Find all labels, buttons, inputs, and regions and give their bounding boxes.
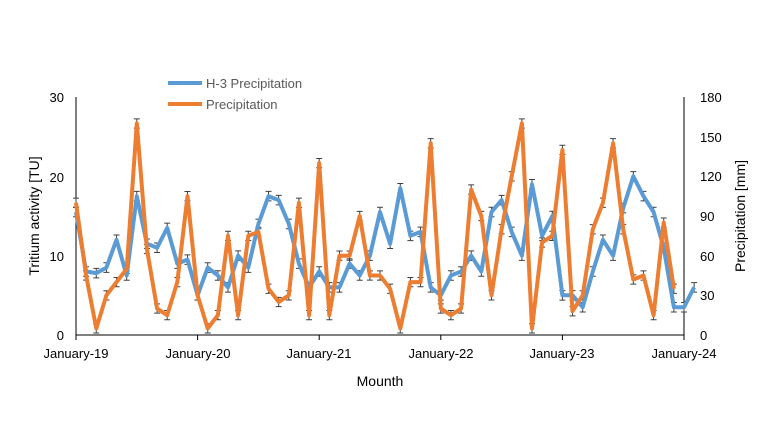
x-tick-label: January-20 bbox=[165, 346, 230, 361]
right-axis-title: Precipitation [mm] bbox=[732, 160, 748, 272]
right-tick-label: 0 bbox=[700, 328, 707, 343]
series-line-precipitation bbox=[74, 121, 676, 331]
x-tick-label: January-24 bbox=[651, 346, 716, 361]
x-tick-label: January-23 bbox=[529, 346, 594, 361]
x-tick-label: January-21 bbox=[286, 346, 351, 361]
x-axis-title: Mounth bbox=[357, 373, 404, 389]
right-tick-label: 60 bbox=[700, 249, 714, 264]
right-tick-label: 150 bbox=[700, 130, 722, 145]
x-tick-label: January-22 bbox=[408, 346, 473, 361]
legend: H-3 Precipitation Precipitation bbox=[168, 76, 302, 112]
legend-label-precipitation: Precipitation bbox=[206, 97, 278, 112]
series-layer bbox=[74, 121, 696, 340]
left-tick-label: 10 bbox=[50, 249, 64, 264]
right-tick-label: 30 bbox=[700, 288, 714, 303]
legend-label-tritium: H-3 Precipitation bbox=[206, 76, 302, 91]
right-tick-label: 180 bbox=[700, 90, 722, 105]
right-tick-label: 90 bbox=[700, 209, 714, 224]
left-tick-label: 0 bbox=[57, 328, 64, 343]
x-tick-label: January-19 bbox=[43, 346, 108, 361]
left-tick-label: 30 bbox=[50, 90, 64, 105]
left-tick-label: 20 bbox=[50, 170, 64, 185]
series-line-tritium bbox=[74, 174, 696, 310]
left-axis-title: Tritium activity [TU] bbox=[26, 156, 42, 275]
right-tick-label: 120 bbox=[700, 169, 722, 184]
